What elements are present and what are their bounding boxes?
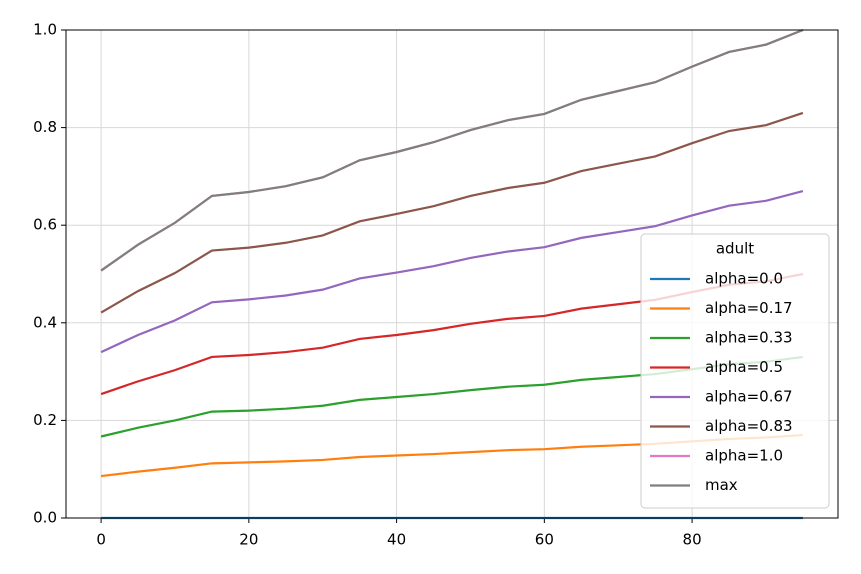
legend-label: alpha=0.83 [705,417,793,435]
legend-label: alpha=0.0 [705,270,783,288]
y-tick-label: 0.4 [33,313,57,331]
x-tick-label: 20 [239,531,258,549]
line-series [100,111,804,314]
legend-label: alpha=0.67 [705,388,793,406]
x-tick-label: 40 [387,531,406,549]
y-tick-label: 0.6 [33,216,57,234]
x-tick-label: 60 [535,531,554,549]
legend-label: alpha=0.5 [705,358,783,376]
line-series [100,189,804,354]
legend-box [640,233,830,509]
legend-label: alpha=1.0 [705,447,783,465]
legend-title: adult [716,240,754,258]
plot-frame [65,29,839,519]
legend-label: alpha=0.33 [705,329,793,347]
line-series [100,28,804,272]
legend: adult alpha=0.0 alpha=0.17 alpha=0.33 alpha=… [640,233,830,509]
legend-label: max [705,476,738,494]
legend-label: alpha=0.17 [705,299,793,317]
y-tick-label: 0.8 [33,118,57,136]
y-tick-label: 1.0 [33,21,57,39]
y-tick-label: 0.2 [33,411,57,429]
x-tick-label: 80 [683,531,702,549]
y-tick-label: 0.0 [33,509,57,527]
x-tick-label: 0 [96,531,106,549]
